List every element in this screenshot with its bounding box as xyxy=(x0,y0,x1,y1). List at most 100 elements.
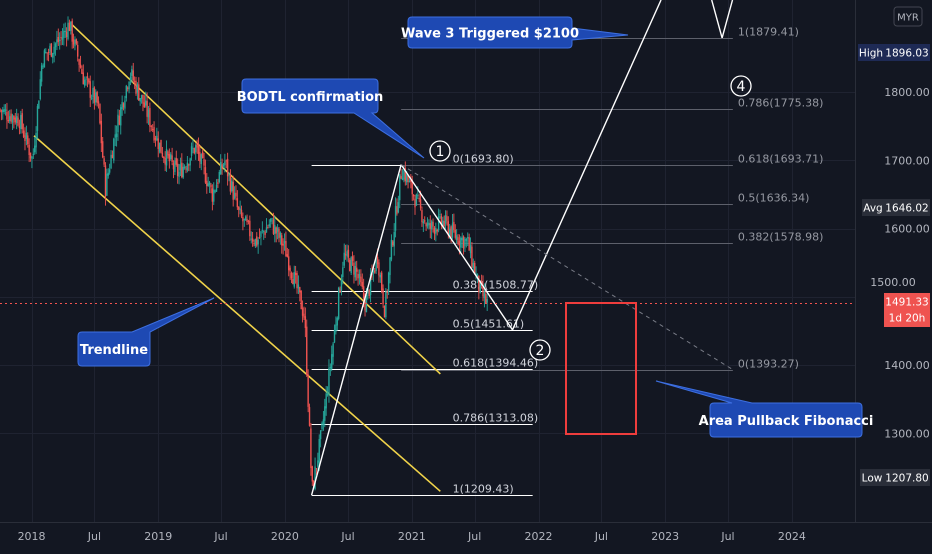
candle-body xyxy=(215,184,218,192)
fib-retracement-label: 0.618(1394.46) xyxy=(453,357,539,370)
candle-body xyxy=(32,153,35,155)
candle-down xyxy=(468,233,470,251)
candle-body xyxy=(407,175,409,183)
candle-up xyxy=(64,22,66,38)
candle-body xyxy=(64,30,66,32)
price-tick-label: 1600.00 xyxy=(884,223,930,236)
candle-body xyxy=(304,316,307,328)
candle-up xyxy=(20,110,22,134)
candle-body xyxy=(314,466,316,489)
time-axis-ticks: 2018 Jul 2019 Jul 2020 Jul 2021 Jul 2022 Jul 2023 J… xyxy=(18,530,806,543)
candle-body xyxy=(229,174,232,192)
candle-body xyxy=(178,171,180,178)
currency-badge-box[interactable] xyxy=(893,6,923,27)
candle-body xyxy=(296,273,298,289)
candle-up xyxy=(43,48,46,68)
candle-up xyxy=(156,127,158,142)
candle-body xyxy=(131,69,133,76)
wave-line xyxy=(400,164,514,331)
candle-down xyxy=(161,146,164,158)
candle-up xyxy=(321,421,323,432)
candle-body xyxy=(482,284,484,297)
wave-label-2-text: 2 xyxy=(536,343,545,359)
fib-extension-label: 0.618(1693.71) xyxy=(738,153,824,166)
candle-down xyxy=(225,159,227,169)
candle-body xyxy=(14,117,16,123)
candle-body xyxy=(281,235,283,246)
candle-body xyxy=(393,232,395,247)
candle-body xyxy=(168,154,171,162)
candle-down xyxy=(446,210,448,226)
candle-down xyxy=(172,160,175,179)
high-price-badge: High 1896.03 xyxy=(858,44,930,61)
candle-down xyxy=(171,147,173,166)
candle-down xyxy=(204,159,207,184)
candle-up xyxy=(239,200,241,215)
candle-up xyxy=(213,182,215,206)
candle-body xyxy=(464,238,466,247)
candle-body xyxy=(185,168,187,170)
candle-down xyxy=(374,267,376,274)
time-tick-label: Jul xyxy=(594,530,608,543)
candle-body xyxy=(288,256,290,271)
candle-body xyxy=(106,173,108,196)
callout-trendline: Trendline xyxy=(77,297,215,367)
candle-body xyxy=(449,228,451,237)
candle-body xyxy=(471,246,473,267)
candle-down xyxy=(7,110,10,124)
time-tick-label: 2019 xyxy=(144,530,172,543)
candle-body xyxy=(18,126,21,129)
candle-body xyxy=(310,428,312,468)
candle-body xyxy=(139,97,141,102)
candle-up xyxy=(387,271,390,296)
candle-body xyxy=(424,220,426,222)
candle-down xyxy=(436,228,438,236)
candle-up xyxy=(461,232,463,249)
candle-body xyxy=(410,179,412,182)
candle-up xyxy=(329,363,332,376)
candle-body xyxy=(75,39,78,44)
candle-up xyxy=(479,281,481,294)
candle-body xyxy=(332,343,334,357)
candle-body xyxy=(458,241,461,245)
price-tick-1500: 1500.00 xyxy=(870,276,916,289)
candle-down xyxy=(282,238,284,255)
candle-body xyxy=(45,51,47,53)
candle-up xyxy=(224,153,226,173)
candle-body xyxy=(412,195,415,197)
candle-up xyxy=(426,217,429,229)
candle-up xyxy=(3,104,5,115)
currency-badge[interactable]: MYR xyxy=(893,6,923,27)
candle-body xyxy=(126,87,129,89)
candle-down xyxy=(247,219,250,225)
callout-bodtl-shape xyxy=(241,78,425,159)
candle-body xyxy=(77,45,79,57)
candle-body xyxy=(49,45,51,52)
candle-up xyxy=(195,143,197,160)
candle-up xyxy=(11,113,14,130)
high-value-box xyxy=(884,44,930,61)
candle-body xyxy=(326,393,329,395)
candle-body xyxy=(183,166,186,169)
candle-body xyxy=(142,94,144,104)
candle-up xyxy=(430,219,433,239)
candle-body xyxy=(263,231,265,233)
fib-extension-label: 0.786(1775.38) xyxy=(738,97,824,110)
candle-up xyxy=(408,178,411,183)
candle-up xyxy=(2,106,4,120)
candle-up xyxy=(40,62,43,87)
candle-down xyxy=(450,225,452,244)
candle-body xyxy=(60,37,62,39)
candle-up xyxy=(192,139,194,154)
candle-down xyxy=(357,269,359,286)
candle-body xyxy=(53,46,55,54)
candle-down xyxy=(344,244,347,260)
candle-down xyxy=(168,148,171,169)
candle-body xyxy=(308,407,311,426)
time-tick-label: Jul xyxy=(467,530,481,543)
candle-up xyxy=(328,359,330,403)
candle-down xyxy=(21,108,23,134)
candle-up xyxy=(92,80,94,104)
candle-body xyxy=(306,326,308,375)
time-tick-label: 2022 xyxy=(525,530,553,543)
